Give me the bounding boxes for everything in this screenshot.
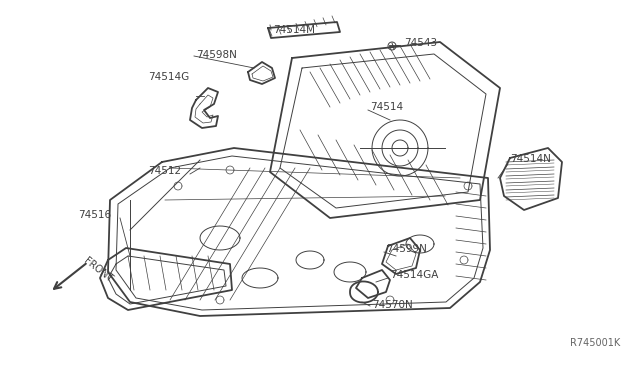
Text: 74512: 74512 — [148, 166, 181, 176]
Text: 74514G: 74514G — [148, 72, 189, 82]
Text: 74514GA: 74514GA — [390, 270, 438, 280]
Text: 74598N: 74598N — [196, 50, 237, 60]
Text: 74543: 74543 — [404, 38, 437, 48]
Text: R745001K: R745001K — [570, 338, 620, 348]
Text: 74514: 74514 — [370, 102, 403, 112]
Text: 74514M: 74514M — [273, 25, 315, 35]
Text: 74599N: 74599N — [386, 244, 427, 254]
Text: 74570N: 74570N — [372, 300, 413, 310]
Text: 74516: 74516 — [78, 210, 111, 220]
Text: FRONT: FRONT — [82, 256, 115, 284]
Text: 74514N: 74514N — [510, 154, 551, 164]
